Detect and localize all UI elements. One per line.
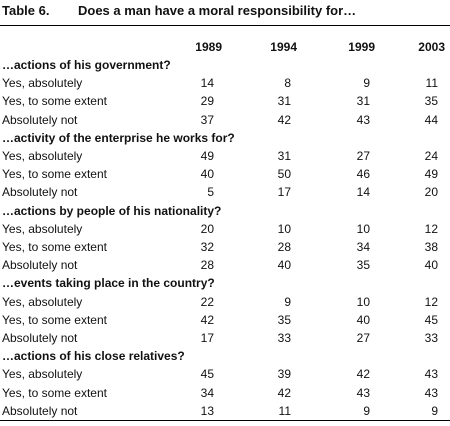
row-label: Yes, absolutely (2, 76, 83, 91)
row-label: Yes, to some extent (2, 167, 107, 182)
cell-value: 49 (424, 167, 438, 182)
cell-value: 46 (356, 167, 370, 182)
cell-value: 45 (200, 367, 214, 382)
row-label: Absolutely not (2, 403, 78, 418)
section-title: …actions of his close relatives? (2, 349, 185, 364)
cell-value: 31 (277, 94, 291, 109)
cell-value: 44 (424, 112, 438, 127)
cell-value: 28 (200, 258, 214, 273)
section-title: …events taking place in the country? (2, 276, 215, 291)
cell-value: 20 (200, 221, 214, 236)
row-label: Yes, absolutely (2, 367, 83, 382)
cell-value: 45 (424, 312, 438, 327)
cell-value: 42 (356, 367, 370, 382)
cell-value: 42 (200, 312, 214, 327)
cell-value: 8 (284, 76, 291, 91)
cell-value: 11 (425, 76, 438, 91)
cell-value: 40 (356, 312, 370, 327)
cell-value: 37 (200, 112, 214, 127)
cell-value: 38 (424, 240, 438, 254)
cell-value: 9 (363, 403, 370, 418)
column-header: 2003 (418, 40, 445, 54)
cell-value: 12 (424, 221, 438, 236)
row-label: Absolutely not (2, 331, 78, 345)
column-header: 1989 (195, 40, 222, 54)
cell-value: 9 (363, 76, 370, 91)
cell-value: 20 (424, 185, 438, 200)
section-title: …activity of the enterprise he works for… (2, 130, 235, 145)
cell-value: 10 (356, 294, 370, 309)
cell-value: 22 (200, 294, 214, 309)
cell-value: 43 (356, 112, 370, 127)
cell-value: 24 (424, 149, 438, 163)
row-label: Absolutely not (2, 185, 78, 200)
row-label: Yes, absolutely (2, 294, 83, 309)
row-label: Yes, to some extent (2, 240, 107, 254)
cell-value: 14 (200, 76, 214, 91)
row-label: Yes, to some extent (2, 385, 107, 400)
cell-value: 9 (284, 294, 291, 309)
cell-value: 17 (200, 331, 214, 345)
cell-value: 32 (200, 240, 214, 254)
cell-value: 14 (356, 185, 370, 200)
cell-value: 31 (356, 94, 370, 109)
cell-value: 49 (200, 149, 214, 163)
cell-value: 42 (277, 385, 291, 400)
cell-value: 28 (277, 240, 291, 254)
cell-value: 17 (277, 185, 291, 200)
cell-value: 33 (424, 331, 438, 345)
cell-value: 9 (431, 403, 438, 418)
cell-value: 13 (200, 403, 214, 418)
cell-value: 40 (200, 167, 214, 182)
column-header: 1999 (348, 40, 375, 54)
cell-value: 10 (356, 221, 370, 236)
row-label: Yes, absolutely (2, 221, 83, 236)
bottom-rule (0, 420, 450, 421)
row-label: Absolutely not (2, 258, 78, 273)
cell-value: 40 (424, 258, 438, 273)
cell-value: 42 (277, 112, 291, 127)
table-label: Table 6. (2, 3, 50, 18)
cell-value: 27 (356, 331, 370, 345)
section-title: …actions by people of his nationality? (2, 203, 222, 218)
cell-value: 35 (356, 258, 370, 273)
cell-value: 10 (277, 221, 291, 236)
cell-value: 35 (277, 312, 291, 327)
cell-value: 34 (356, 240, 370, 254)
cell-value: 35 (424, 94, 438, 109)
cell-value: 40 (277, 258, 291, 273)
row-label: Yes, to some extent (2, 94, 107, 109)
cell-value: 33 (277, 331, 291, 345)
cell-value: 50 (277, 167, 291, 182)
cell-value: 43 (424, 367, 438, 382)
top-rule (0, 25, 450, 26)
row-label: Absolutely not (2, 112, 78, 127)
section-title: …actions of his government? (2, 58, 171, 72)
cell-value: 27 (356, 149, 370, 163)
cell-value: 43 (424, 385, 438, 400)
column-header: 1994 (270, 40, 297, 54)
cell-value: 11 (278, 403, 291, 418)
cell-value: 5 (207, 185, 214, 200)
cell-value: 39 (277, 367, 291, 382)
cell-value: 31 (277, 149, 291, 163)
row-label: Yes, absolutely (2, 149, 83, 163)
cell-value: 29 (200, 94, 214, 109)
cell-value: 43 (356, 385, 370, 400)
row-label: Yes, to some extent (2, 312, 107, 327)
cell-value: 34 (200, 385, 214, 400)
cell-value: 12 (424, 294, 438, 309)
table-title: Does a man have a moral responsibility f… (78, 3, 357, 18)
